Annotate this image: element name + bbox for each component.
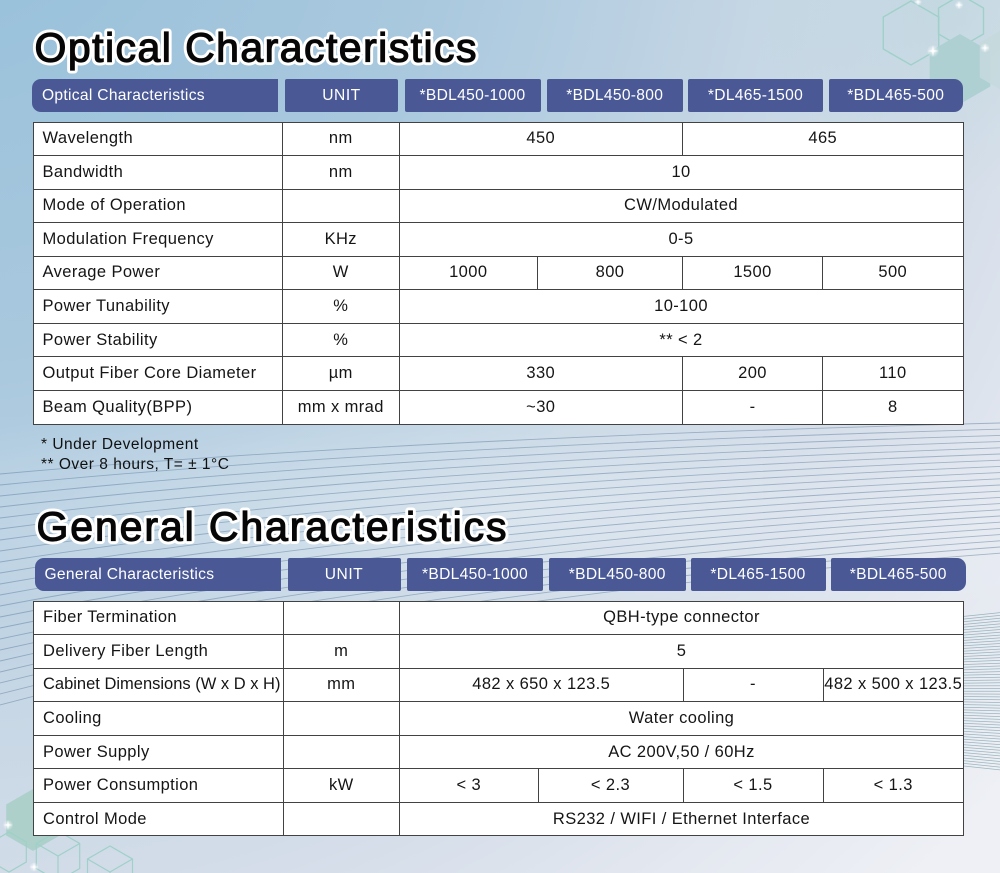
svg-text:General Characteristics: General Characteristics [37, 504, 507, 550]
svg-text:Optical Characteristics: Optical Characteristics [35, 25, 477, 71]
svg-text:General Characteristics: General Characteristics [37, 504, 507, 550]
svg-text:Optical Characteristics: Optical Characteristics [35, 25, 477, 71]
